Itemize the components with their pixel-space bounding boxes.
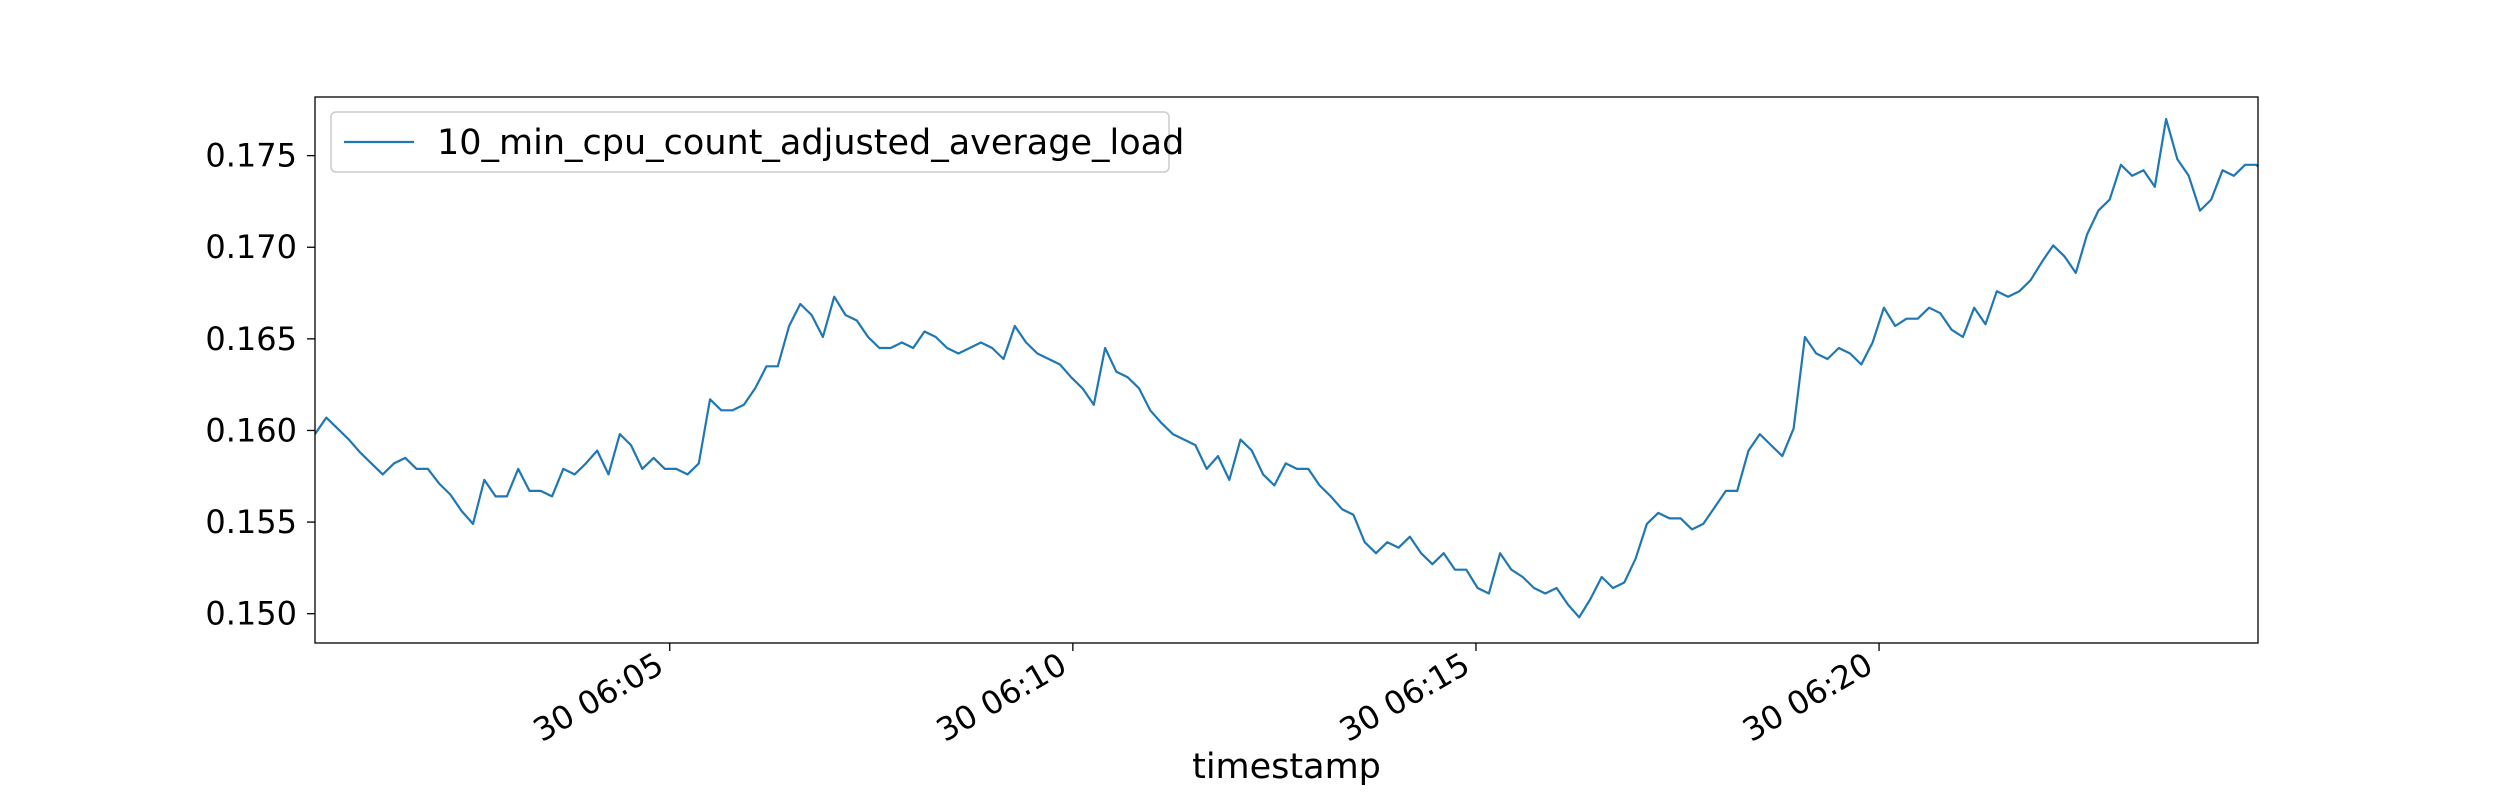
legend-label: 10_min_cpu_count_adjusted_average_load <box>437 123 1184 163</box>
plot-frame <box>314 96 2259 644</box>
x-axis: 30 06:05 30 06:10 30 06:15 30 06:20 <box>527 643 1880 749</box>
y-tick-label: 0.170 <box>205 228 297 266</box>
x-axis-title: timestamp <box>1192 747 1381 787</box>
y-axis: 0.150 0.155 0.160 0.165 0.170 0.175 <box>205 137 315 633</box>
legend-box <box>330 111 1170 173</box>
legend: 10_min_cpu_count_adjusted_average_load <box>330 111 1184 173</box>
y-tick-label: 0.150 <box>205 595 297 633</box>
x-tick-label: 30 06:05 <box>527 645 670 749</box>
y-tick-label: 0.175 <box>205 137 297 175</box>
y-tick-label: 0.160 <box>205 411 297 449</box>
y-tick-label: 0.165 <box>205 320 297 358</box>
y-tick-label: 0.155 <box>205 503 297 541</box>
series-line-10-min-cpu-load <box>314 117 2259 619</box>
x-tick-label: 30 06:10 <box>930 645 1073 749</box>
x-tick-label: 30 06:15 <box>1333 645 1476 749</box>
x-tick-label: 30 06:20 <box>1736 645 1879 749</box>
